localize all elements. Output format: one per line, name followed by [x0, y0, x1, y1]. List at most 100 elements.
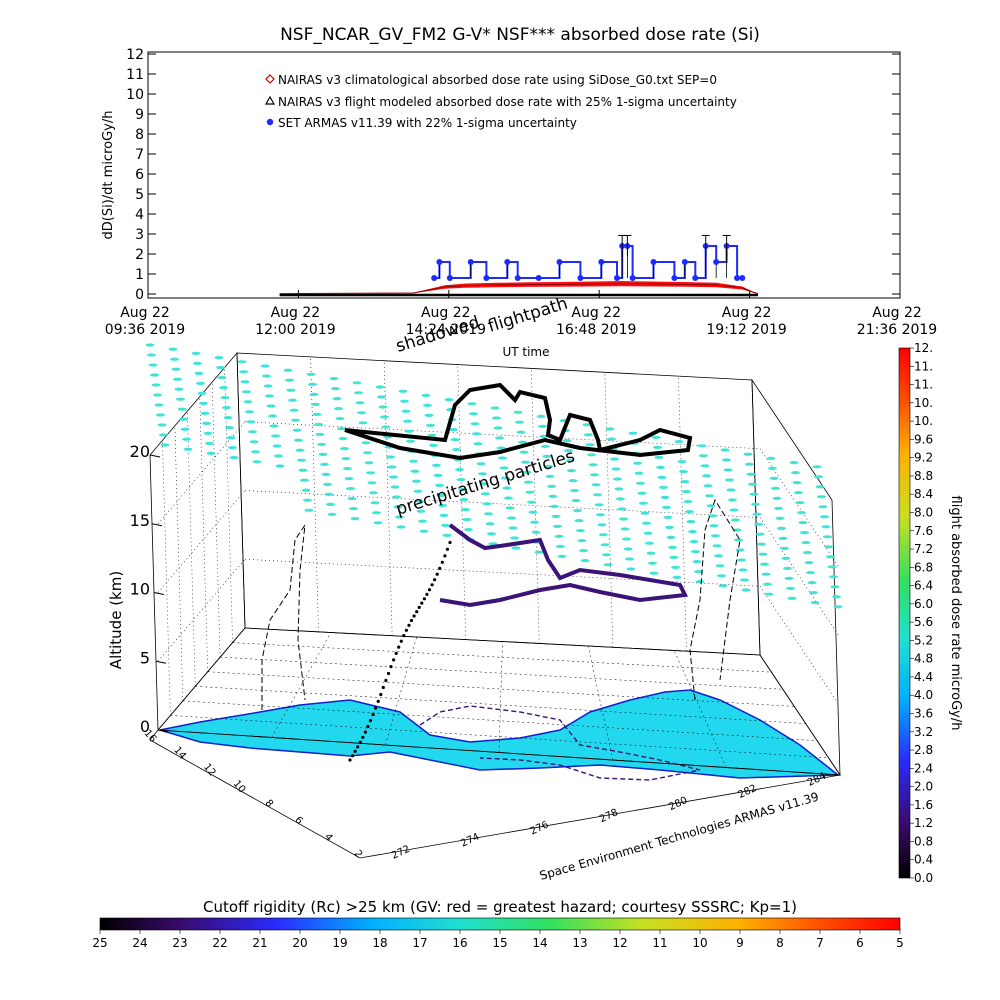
ascent-track-point	[435, 572, 439, 576]
particle-mark	[194, 371, 204, 375]
ascent-track-point	[371, 712, 375, 717]
particle-mark	[427, 433, 437, 437]
particle-mark	[409, 459, 418, 463]
particle-mark	[656, 465, 665, 469]
armas-point	[467, 259, 474, 265]
particle-mark	[626, 567, 636, 571]
particle-mark	[176, 397, 185, 401]
particle-mark	[469, 412, 478, 416]
y-tick-label: 11	[126, 67, 144, 83]
ascent-track-point	[415, 610, 419, 614]
particle-mark	[700, 464, 710, 468]
particle-mark	[159, 433, 168, 437]
x-tick-time: 19:12 2019	[706, 322, 786, 338]
y-tick-label: 8	[135, 127, 144, 143]
z-tick-label: 0	[140, 717, 150, 736]
ascent-track-point	[409, 618, 414, 623]
dose-tick-label: 4.0	[914, 688, 933, 702]
x-tick-date: Aug 22	[271, 305, 321, 321]
particle-mark	[455, 468, 464, 472]
particle-mark	[373, 521, 383, 525]
dose-tick-label: 3.2	[914, 725, 933, 739]
top-legend: NAIRAS v3 climatological absorbed dose r…	[264, 73, 737, 130]
particle-mark	[784, 576, 794, 581]
armas-point	[504, 259, 511, 265]
ascent-track-point	[392, 658, 396, 662]
lat-tick-label: 2	[352, 848, 365, 860]
particle-mark	[300, 478, 309, 482]
armas-point	[514, 275, 521, 281]
particle-mark	[493, 426, 503, 430]
particle-mark	[653, 445, 662, 449]
particle-mark	[755, 532, 765, 536]
particle-mark	[412, 479, 421, 483]
particle-mark	[467, 402, 477, 406]
particle-mark	[346, 487, 355, 491]
particle-mark	[298, 468, 308, 472]
armas-point	[446, 275, 453, 281]
particle-mark	[531, 530, 541, 534]
particle-mark	[692, 560, 702, 564]
wall-gridline	[174, 425, 184, 701]
legend-entry-modeled: NAIRAS v3 flight modeled absorbed dose r…	[278, 95, 737, 109]
particle-mark	[794, 491, 803, 495]
particle-mark	[709, 524, 719, 528]
particle-mark	[633, 461, 642, 465]
ascent-track-point	[448, 540, 452, 545]
particle-mark	[717, 574, 726, 578]
particle-mark	[711, 534, 720, 538]
lon-tick-label: 274	[459, 832, 481, 850]
armas-line	[434, 245, 743, 279]
particle-mark	[156, 413, 165, 417]
armas-point	[613, 275, 620, 281]
particle-mark	[223, 416, 233, 420]
z-tick-mark	[151, 523, 163, 527]
dose-tick-label: 12.	[914, 341, 933, 355]
particle-mark	[605, 427, 615, 431]
particle-mark	[242, 390, 251, 394]
label-precipitating: precipitating particles	[394, 446, 578, 520]
x-tick-time: 12:00 2019	[255, 322, 335, 338]
particle-mark	[350, 517, 360, 521]
particle-mark	[787, 596, 797, 601]
chart-title: NSF_NCAR_GV_FM2 G-V* NSF*** absorbed dos…	[280, 25, 760, 45]
rc-tick-label: 7	[816, 936, 824, 950]
particle-mark	[639, 501, 648, 505]
particle-mark	[772, 496, 782, 500]
rc-tick-label: 17	[412, 936, 427, 950]
particle-mark	[274, 454, 283, 458]
ascent-track-point	[353, 749, 357, 754]
particle-mark	[584, 433, 593, 437]
lon-tick-label: 282	[737, 783, 759, 801]
particle-mark	[820, 515, 829, 519]
particle-mark	[745, 462, 754, 466]
particle-mark	[809, 591, 818, 595]
ascent-track-point	[430, 583, 434, 587]
particle-mark	[565, 459, 575, 463]
particle-mark	[768, 466, 777, 470]
particle-mark	[758, 552, 768, 556]
legend-diamond-icon	[265, 74, 275, 84]
particle-mark	[610, 457, 619, 461]
particle-mark	[748, 482, 757, 486]
particle-mark	[791, 471, 800, 475]
particle-mark	[718, 584, 728, 588]
particle-mark	[654, 455, 664, 459]
particle-mark	[600, 543, 610, 547]
particle-mark	[712, 544, 722, 548]
particle-mark	[722, 458, 731, 462]
particle-mark	[685, 510, 694, 514]
particle-mark	[381, 425, 391, 429]
particle-mark	[344, 477, 354, 481]
y-tick-label: 10	[126, 87, 144, 103]
particle-mark	[364, 461, 374, 465]
dose-tick-label: 5.6	[914, 615, 933, 629]
particle-mark	[731, 518, 740, 522]
particle-mark	[462, 518, 472, 522]
particle-mark	[154, 403, 164, 407]
particle-mark	[564, 449, 573, 453]
particle-mark	[433, 473, 443, 477]
particle-mark	[416, 509, 426, 513]
wall-gridline	[186, 411, 196, 687]
